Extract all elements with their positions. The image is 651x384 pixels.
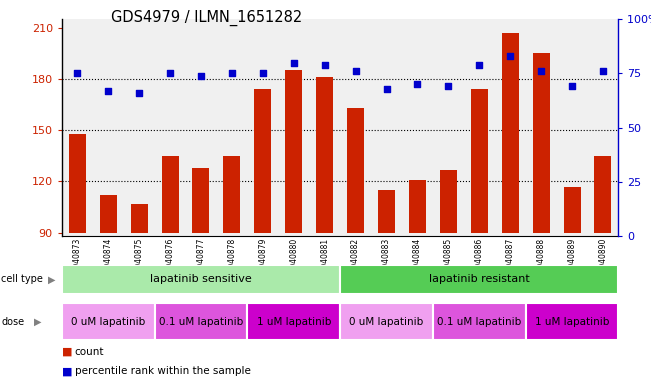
Bar <box>285 70 302 233</box>
Bar <box>131 204 148 233</box>
Point <box>103 88 113 94</box>
Bar <box>378 190 395 233</box>
Bar <box>502 33 519 233</box>
Text: percentile rank within the sample: percentile rank within the sample <box>75 366 251 376</box>
Bar <box>316 77 333 233</box>
Bar <box>525 303 618 340</box>
Bar <box>471 89 488 233</box>
Point <box>474 62 484 68</box>
Text: cell type: cell type <box>1 274 43 285</box>
Point <box>196 73 206 79</box>
Point <box>381 86 392 92</box>
Bar <box>247 303 340 340</box>
Point <box>567 83 577 89</box>
Text: GDS4979 / ILMN_1651282: GDS4979 / ILMN_1651282 <box>111 10 302 26</box>
Point <box>165 70 175 76</box>
Text: 0.1 uM lapatinib: 0.1 uM lapatinib <box>159 316 243 327</box>
Point <box>598 68 608 74</box>
Bar <box>533 53 549 233</box>
Bar <box>347 108 364 233</box>
Point <box>72 70 83 76</box>
Point <box>412 81 422 88</box>
Point <box>443 83 454 89</box>
Point <box>350 68 361 74</box>
Bar <box>340 265 618 294</box>
Point <box>258 70 268 76</box>
Point <box>134 90 145 96</box>
Bar <box>62 303 154 340</box>
Bar <box>409 180 426 233</box>
Bar <box>193 168 210 233</box>
Bar <box>100 195 117 233</box>
Bar <box>594 156 611 233</box>
Bar <box>340 303 433 340</box>
Text: 1 uM lapatinib: 1 uM lapatinib <box>256 316 331 327</box>
Point <box>288 60 299 66</box>
Point <box>320 62 330 68</box>
Text: ▶: ▶ <box>34 316 42 327</box>
Bar <box>255 89 271 233</box>
Text: ■: ■ <box>62 347 72 357</box>
Bar <box>161 156 178 233</box>
Text: lapatinib sensitive: lapatinib sensitive <box>150 274 252 285</box>
Bar <box>433 303 526 340</box>
Text: count: count <box>75 347 104 357</box>
Text: dose: dose <box>1 316 25 327</box>
Text: lapatinib resistant: lapatinib resistant <box>429 274 530 285</box>
Text: ■: ■ <box>62 366 72 376</box>
Point <box>536 68 546 74</box>
Point <box>505 53 516 59</box>
Bar <box>223 156 240 233</box>
Text: 0 uM lapatinib: 0 uM lapatinib <box>350 316 424 327</box>
Text: 1 uM lapatinib: 1 uM lapatinib <box>535 316 609 327</box>
Point <box>227 70 237 76</box>
Text: ▶: ▶ <box>48 274 56 285</box>
Text: 0.1 uM lapatinib: 0.1 uM lapatinib <box>437 316 521 327</box>
Bar <box>154 303 247 340</box>
Bar <box>440 169 457 233</box>
Bar <box>69 134 86 233</box>
Bar <box>62 265 340 294</box>
Bar <box>564 187 581 233</box>
Text: 0 uM lapatinib: 0 uM lapatinib <box>71 316 145 327</box>
